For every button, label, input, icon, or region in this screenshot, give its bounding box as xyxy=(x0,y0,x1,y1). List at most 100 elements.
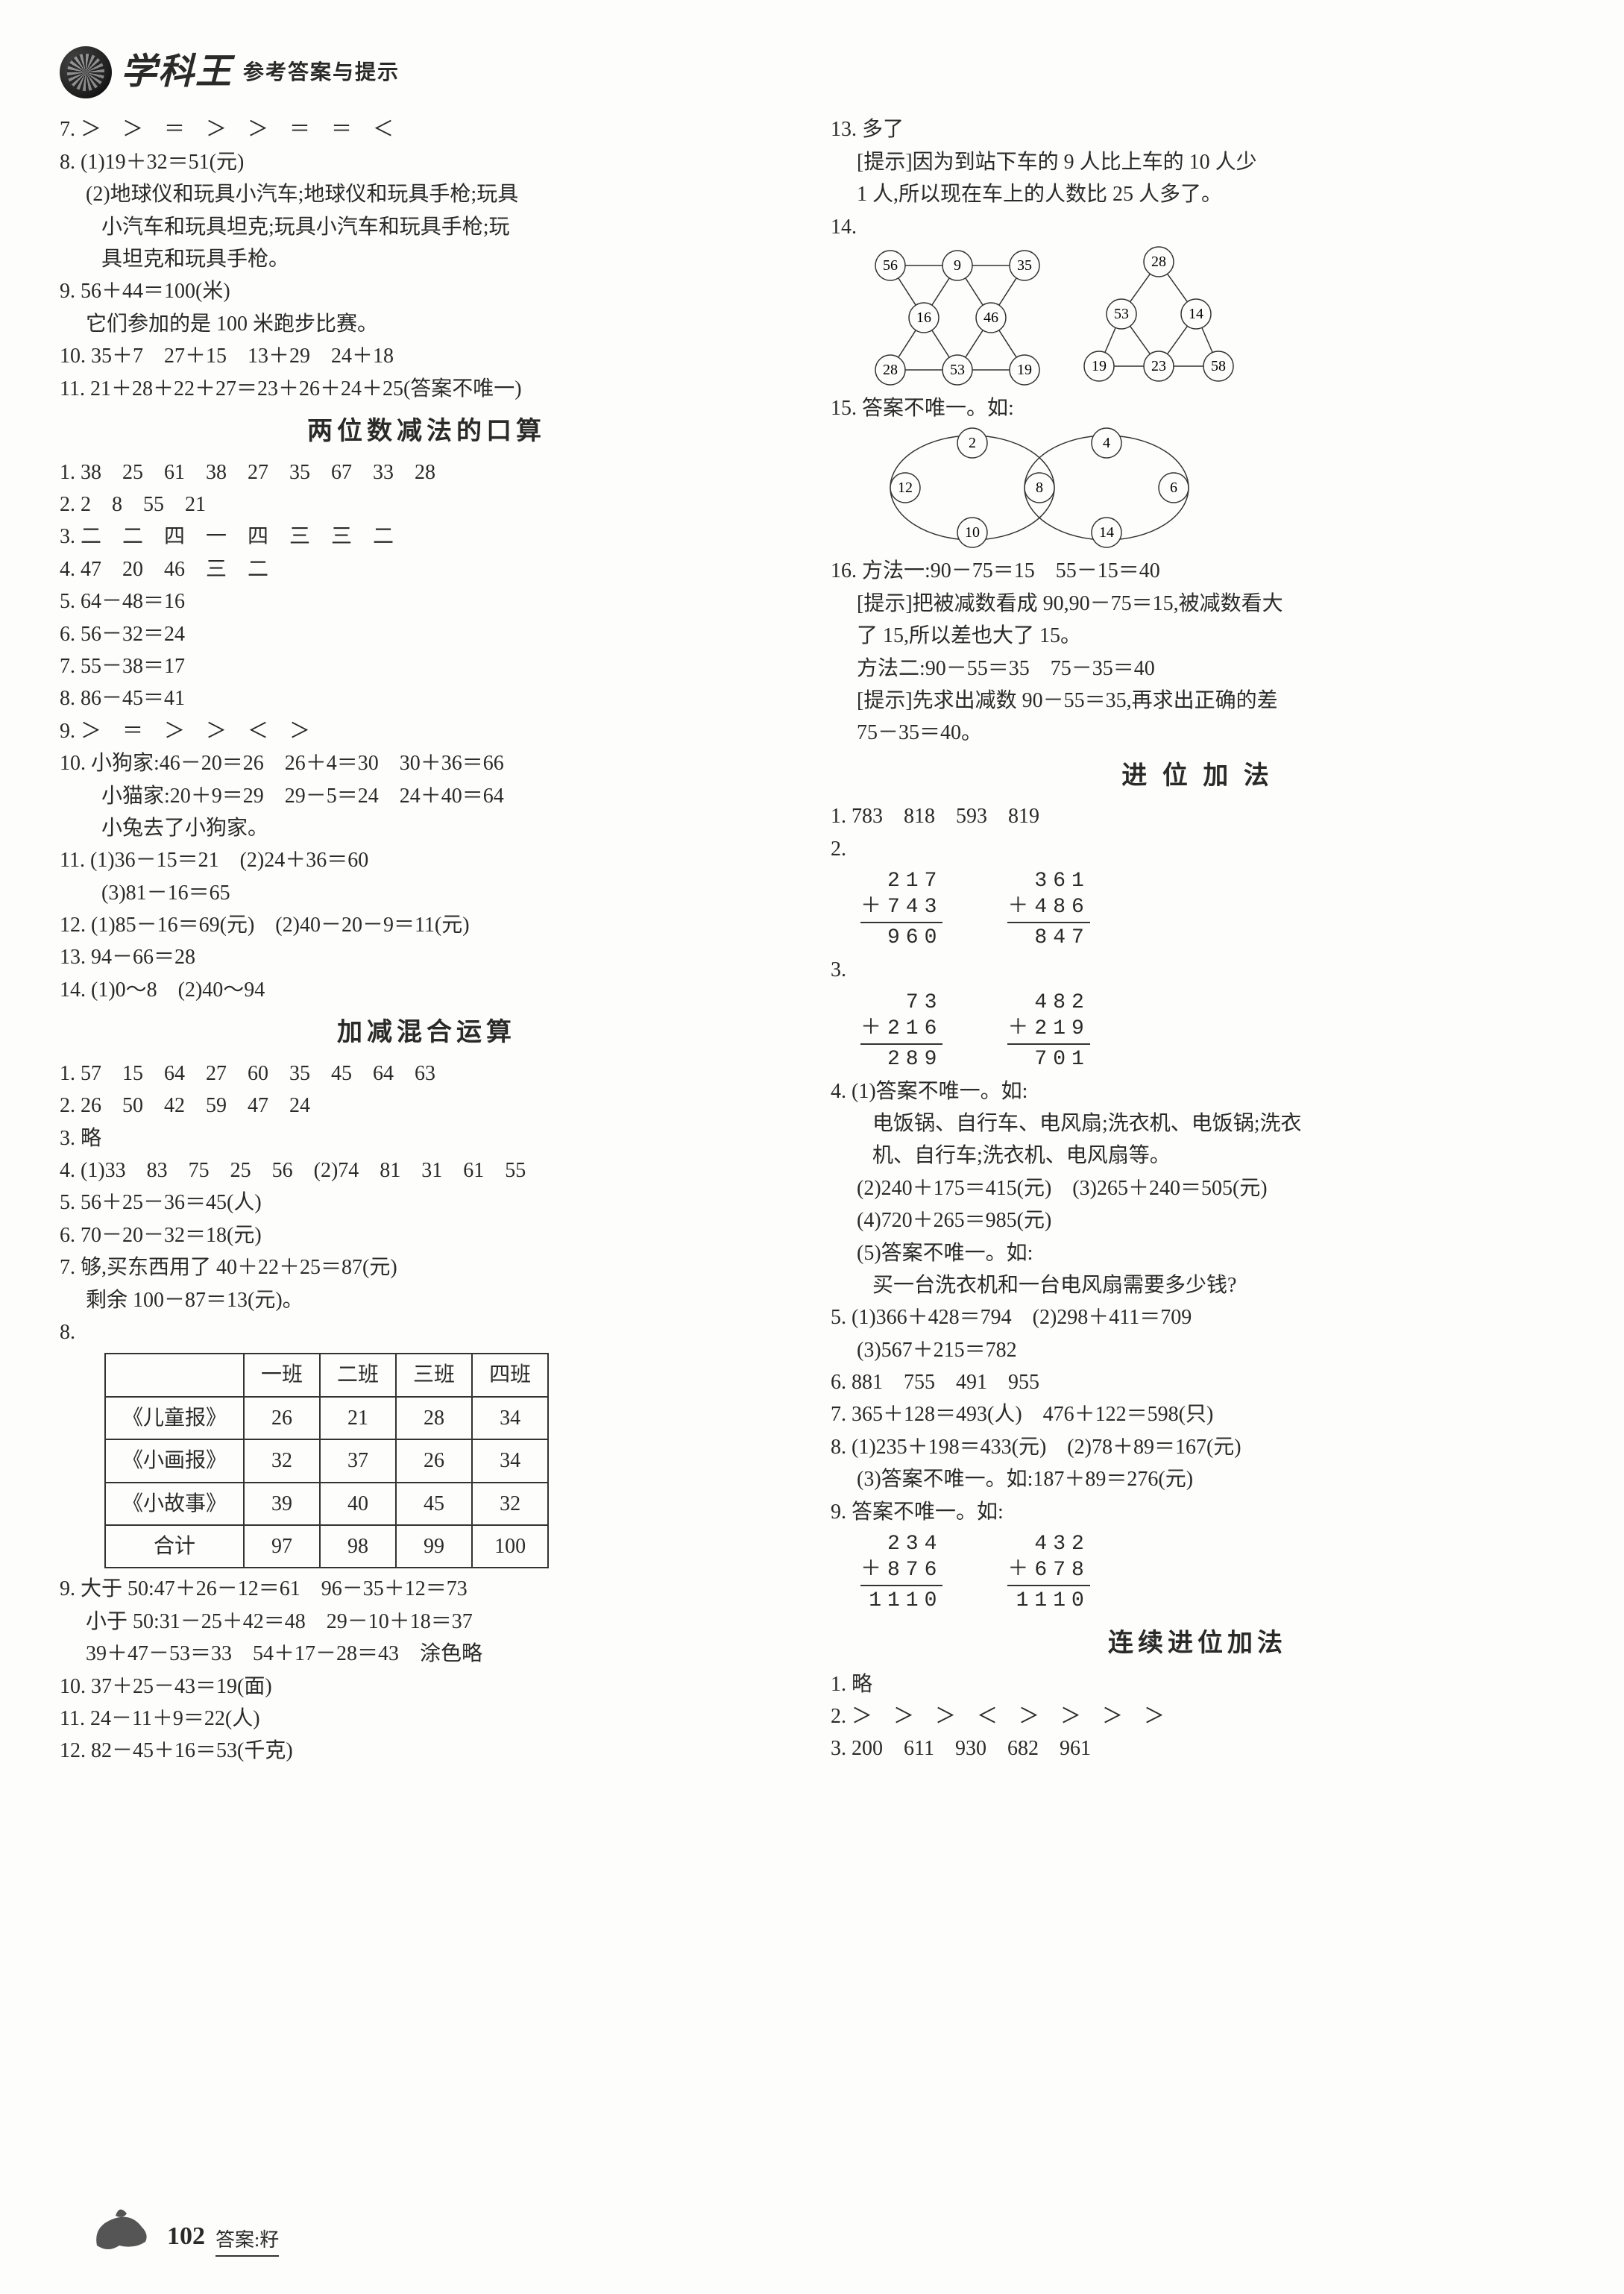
svg-text:53: 53 xyxy=(950,362,965,378)
th-c3: 三班 xyxy=(396,1354,472,1396)
s2-8: 8. xyxy=(60,1316,793,1348)
p3: 3. xyxy=(831,954,1564,986)
s1-10a: 10. 小狗家:46－20＝26 26＋4＝30 30＋36＝66 xyxy=(60,747,793,779)
p8b: (3)答案不唯一。如:187＋89＝276(元) xyxy=(831,1463,1564,1495)
svg-text:16: 16 xyxy=(916,309,931,326)
graph14-wrap: 56 9 35 16 46 28 53 19 28 53 14 19 23 58 xyxy=(860,243,1564,392)
r16e: [提示]先求出减数 90－55＝35,再求出正确的差 xyxy=(831,685,1564,717)
table-row: 《小画报》32372634 xyxy=(105,1439,548,1482)
section-title-4: 连续进位加法 xyxy=(831,1624,1564,1664)
section-title-1: 两位数减法的口算 xyxy=(60,412,793,452)
svg-text:19: 19 xyxy=(1092,358,1107,374)
r13a: 13. 多了 xyxy=(831,113,1564,145)
answer-table: 一班 二班 三班 四班 《儿童报》26212834 《小画报》32372634 … xyxy=(104,1353,549,1568)
q8a: 8. (1)19＋32＝51(元) xyxy=(60,146,793,178)
svg-text:19: 19 xyxy=(1017,362,1032,378)
s2-1: 1. 57 15 64 27 60 35 45 64 63 xyxy=(60,1058,793,1090)
svg-text:28: 28 xyxy=(1151,254,1166,270)
s2-11: 11. 24－11＋9＝22(人) xyxy=(60,1703,793,1735)
content-columns: 7. ＞ ＞ ＝ ＞ ＞ ＝ ＝ ＜ 8. (1)19＋32＝51(元) (2)… xyxy=(60,113,1564,1767)
r14: 14. xyxy=(831,211,1564,243)
th-blank xyxy=(105,1354,244,1396)
s1-6: 6. 56－32＝24 xyxy=(60,618,793,650)
s1-4: 4. 47 20 46 三 二 xyxy=(60,553,793,585)
page-header: 学科王 参考答案与提示 xyxy=(60,45,1564,100)
svg-text:58: 58 xyxy=(1211,358,1226,374)
table-header-row: 一班 二班 三班 四班 xyxy=(105,1354,548,1396)
s1-14: 14. (1)0～8 (2)40～94 xyxy=(60,974,793,1006)
vert-add-row-2: 73＋216289 482＋219701 xyxy=(831,987,1564,1075)
s1-11a: 11. (1)36－15＝21 (2)24＋36＝60 xyxy=(60,844,793,876)
q9a: 9. 56＋44＝100(米) xyxy=(60,275,793,307)
svg-text:12: 12 xyxy=(898,480,913,496)
p2: 2. xyxy=(831,833,1564,865)
page-number: 102 xyxy=(167,2217,205,2257)
p6: 6. 881 755 491 955 xyxy=(831,1366,1564,1398)
r13b: [提示]因为到站下车的 9 人比上车的 10 人少 xyxy=(831,146,1564,178)
r16b: [提示]把被减数看成 90,90－75＝15,被减数看大 xyxy=(831,588,1564,620)
s2-2: 2. 26 50 42 59 47 24 xyxy=(60,1090,793,1122)
s1-12: 12. (1)85－16＝69(元) (2)40－20－9＝11(元) xyxy=(60,909,793,941)
c3: 3. 200 611 930 682 961 xyxy=(831,1732,1564,1765)
s1-9: 9. ＞ ＝ ＞ ＞ ＜ ＞ xyxy=(60,715,793,747)
p4g: 买一台洗衣机和一台电风扇需要多少钱? xyxy=(831,1269,1564,1301)
svg-text:14: 14 xyxy=(1099,524,1114,541)
graph-14a: 56 9 35 16 46 28 53 19 xyxy=(860,243,1054,392)
left-column: 7. ＞ ＞ ＝ ＞ ＞ ＝ ＝ ＜ 8. (1)19＋32＝51(元) (2)… xyxy=(60,113,793,1767)
s2-12: 12. 82－45＋16＝53(千克) xyxy=(60,1735,793,1767)
p4f: (5)答案不唯一。如: xyxy=(831,1237,1564,1269)
header-subtitle: 参考答案与提示 xyxy=(243,57,400,89)
svg-text:9: 9 xyxy=(954,257,961,274)
brand-name: 学科王 xyxy=(121,45,233,100)
q10: 10. 35＋7 27＋15 13＋29 24＋18 xyxy=(60,340,793,372)
add-1: 217＋743960 xyxy=(860,868,942,951)
svg-text:35: 35 xyxy=(1017,257,1032,274)
s2-4: 4. (1)33 83 75 25 56 (2)74 81 31 61 55 xyxy=(60,1154,793,1187)
s1-8: 8. 86－45＝41 xyxy=(60,682,793,714)
add-3: 73＋216289 xyxy=(860,990,942,1072)
svg-text:56: 56 xyxy=(883,257,898,274)
p4a: 4. (1)答案不唯一。如: xyxy=(831,1075,1564,1107)
graph-14b: 28 53 14 19 23 58 xyxy=(1077,243,1241,389)
s1-3: 3. 二 二 四 一 四 三 三 二 xyxy=(60,521,793,553)
s1-11b: (3)81－16＝65 xyxy=(60,877,793,909)
q8b: (2)地球仪和玩具小汽车;地球仪和玩具手枪;玩具 xyxy=(60,178,793,210)
r16d: 方法二:90－55＝35 75－35＝40 xyxy=(831,653,1564,685)
svg-text:53: 53 xyxy=(1114,306,1129,322)
q8c: 小汽车和玩具坦克;玩具小汽车和玩具手枪;玩 xyxy=(60,211,793,243)
th-c2: 二班 xyxy=(320,1354,396,1396)
add-6: 432＋6781110 xyxy=(1007,1531,1089,1614)
svg-text:46: 46 xyxy=(983,309,998,326)
p4b: 电饭锅、自行车、电风扇;洗衣机、电饭锅;洗衣 xyxy=(831,1107,1564,1140)
footer-label: 答案:籽 xyxy=(215,2225,279,2257)
th-c4: 四班 xyxy=(472,1354,548,1396)
r16f: 75－35＝40。 xyxy=(831,717,1564,749)
p4c: 机、自行车;洗衣机、电风扇等。 xyxy=(831,1140,1564,1172)
s1-2: 2. 2 8 55 21 xyxy=(60,488,793,521)
svg-text:4: 4 xyxy=(1103,435,1110,451)
p8a: 8. (1)235＋198＝433(元) (2)78＋89＝167(元) xyxy=(831,1431,1564,1463)
section-title-3: 进 位 加 法 xyxy=(831,757,1564,796)
s1-1: 1. 38 25 61 38 27 35 67 33 28 xyxy=(60,456,793,488)
svg-text:2: 2 xyxy=(969,435,976,451)
q8d: 具坦克和玩具手枪。 xyxy=(60,243,793,275)
s1-7: 7. 55－38＝17 xyxy=(60,650,793,682)
p1: 1. 783 818 593 819 xyxy=(831,800,1564,832)
page-footer: 102 答案:籽 xyxy=(89,2205,279,2257)
add-4: 482＋219701 xyxy=(1007,990,1089,1072)
s2-5: 5. 56＋25－36＝45(人) xyxy=(60,1187,793,1219)
svg-text:23: 23 xyxy=(1151,358,1166,374)
svg-text:6: 6 xyxy=(1170,480,1177,496)
add-5: 234＋8761110 xyxy=(860,1531,942,1614)
s2-9c: 39＋47－53＝33 54＋17－28＝43 涂色略 xyxy=(60,1638,793,1670)
th-c1: 一班 xyxy=(244,1354,320,1396)
q9b: 它们参加的是 100 米跑步比赛。 xyxy=(60,308,793,340)
vert-add-row-3: 234＋8761110 432＋6781110 xyxy=(831,1528,1564,1617)
svg-text:14: 14 xyxy=(1189,306,1203,322)
q7: 7. ＞ ＞ ＝ ＞ ＞ ＝ ＝ ＜ xyxy=(60,113,793,145)
add-2: 361＋486847 xyxy=(1007,868,1089,951)
r15: 15. 答案不唯一。如: xyxy=(831,392,1564,424)
s2-3: 3. 略 xyxy=(60,1122,793,1154)
r16a: 16. 方法一:90－75＝15 55－15＝40 xyxy=(831,555,1564,587)
svg-text:28: 28 xyxy=(883,362,898,378)
